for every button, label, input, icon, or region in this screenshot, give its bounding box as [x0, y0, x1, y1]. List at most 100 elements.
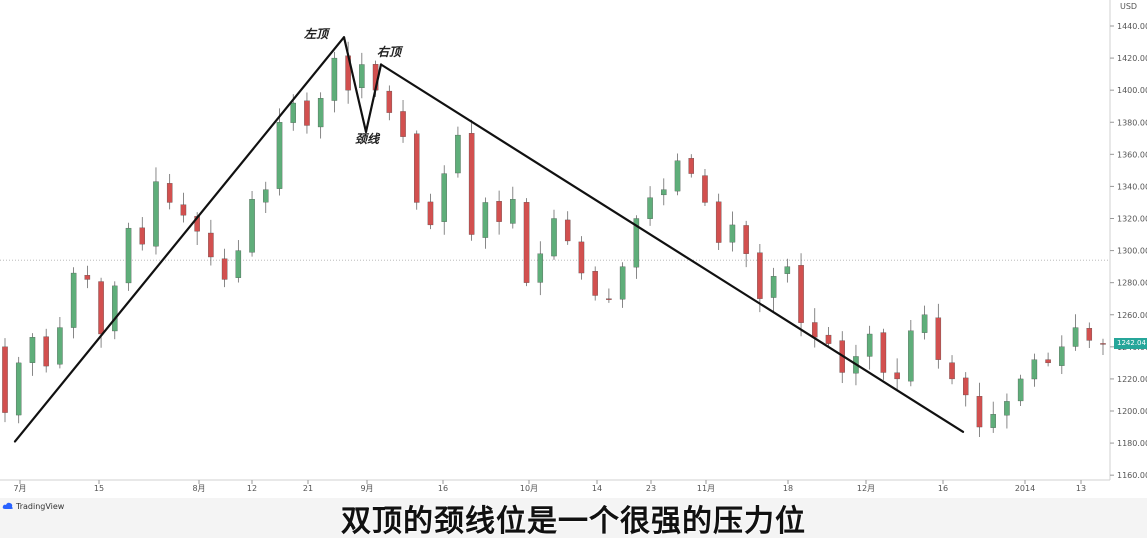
price-axis: 1160.001180.001200.001220.001240.001260.…	[1110, 22, 1147, 480]
candle-body-up	[921, 314, 928, 333]
candle	[1072, 314, 1079, 351]
candle-body-up	[619, 266, 626, 300]
candle	[1045, 352, 1051, 367]
candle	[578, 236, 585, 280]
time-tick-label: 15	[94, 484, 104, 493]
candle-body-up	[647, 197, 653, 219]
candle-body-up	[990, 414, 996, 428]
double-top-pattern-lines	[13, 36, 965, 443]
candle-body-down	[702, 175, 708, 203]
candle	[331, 51, 338, 113]
candle	[276, 108, 283, 196]
candle	[1059, 335, 1065, 375]
tradingview-cloud-icon	[2, 502, 13, 509]
candle	[84, 265, 91, 289]
candle-body-up	[482, 202, 489, 238]
candle-body-up	[153, 181, 159, 247]
candle-body-up	[1031, 359, 1038, 380]
candle	[263, 181, 269, 214]
candle	[317, 92, 324, 139]
annotation-right-top: 右顶	[377, 45, 404, 59]
candle	[564, 211, 571, 245]
candle-body-up	[729, 224, 736, 243]
candle	[1004, 393, 1010, 429]
pattern-line-3	[364, 63, 383, 133]
time-tick-label: 16	[438, 484, 448, 493]
candle	[908, 319, 914, 387]
price-tick-label: 1180.00	[1117, 439, 1147, 448]
candle-body-down	[1086, 328, 1093, 341]
current-price-badge: 1242.04	[1114, 338, 1147, 349]
candle-body-up	[1004, 401, 1010, 416]
time-tick-label: 21	[303, 484, 313, 493]
candle-body-up	[661, 189, 667, 196]
candle-body-up	[510, 199, 516, 224]
tradingview-label: TradingView	[16, 501, 65, 511]
candle	[798, 253, 804, 337]
candle	[153, 167, 159, 255]
candle	[15, 356, 22, 424]
candle-body-up	[331, 57, 338, 101]
candle-body-up	[674, 160, 681, 192]
time-tick-label: 2014	[1015, 484, 1035, 493]
candle	[482, 197, 489, 249]
candle-body-down	[949, 362, 955, 380]
time-tick-label: 14	[592, 484, 602, 493]
price-tick-label: 1440.00	[1117, 22, 1147, 31]
candle	[606, 288, 612, 303]
candle-body-down	[688, 158, 695, 174]
candle	[537, 241, 544, 296]
candle-body-down	[894, 372, 900, 380]
candle-body-up	[276, 122, 283, 189]
candle	[866, 325, 873, 370]
candle	[880, 328, 887, 380]
candle-body-up	[70, 272, 77, 328]
candle	[688, 154, 695, 178]
candle	[770, 267, 777, 312]
price-tick-label: 1360.00	[1117, 150, 1147, 159]
candle-body-down	[221, 258, 228, 280]
price-tick-label: 1300.00	[1117, 247, 1147, 256]
time-tick-label: 11月	[697, 484, 715, 493]
candle-body-down	[523, 202, 530, 283]
candle	[29, 333, 36, 376]
price-tick-label: 1160.00	[1117, 471, 1147, 480]
candle	[551, 209, 557, 260]
candle	[112, 281, 118, 340]
candle-body-down	[578, 241, 585, 274]
candle-body-up	[290, 102, 296, 123]
candle-body-up	[770, 276, 777, 298]
candle	[661, 178, 667, 206]
time-axis: 7月 15 8月 12 21 9月 16 10月 14 23 11月 18 12月 16 2014 13	[13, 480, 1086, 493]
candle-body-down	[976, 396, 983, 428]
candle	[825, 326, 832, 348]
candle	[441, 165, 447, 235]
candle	[963, 372, 969, 407]
candle-body-down	[1045, 359, 1051, 364]
candle	[990, 401, 996, 433]
candle	[455, 126, 461, 178]
tradingview-logo[interactable]: TradingView	[2, 501, 64, 511]
time-tick-label: 18	[783, 484, 793, 493]
candle	[935, 303, 942, 369]
candle-body-up	[263, 189, 269, 203]
candle	[1031, 353, 1038, 387]
candle-body-up	[866, 333, 873, 357]
candle-body-down	[139, 227, 145, 245]
price-tick-label: 1260.00	[1117, 311, 1147, 320]
candle-body-down	[166, 183, 173, 203]
candle-body-down	[2, 346, 8, 413]
candle	[510, 186, 516, 229]
pattern-line-2	[342, 36, 368, 133]
candle	[208, 219, 214, 266]
price-tick-label: 1320.00	[1117, 215, 1147, 224]
time-tick-label: 8月	[192, 484, 205, 493]
candles-group	[2, 41, 1106, 437]
price-tick-label: 1420.00	[1117, 54, 1147, 63]
candle	[674, 153, 681, 196]
candle	[715, 193, 722, 251]
candle-body-down	[427, 201, 434, 226]
video-caption: 双顶的颈线位是一个很强的压力位	[341, 504, 806, 539]
candle	[592, 266, 598, 301]
price-tick-label: 1340.00	[1117, 182, 1147, 191]
